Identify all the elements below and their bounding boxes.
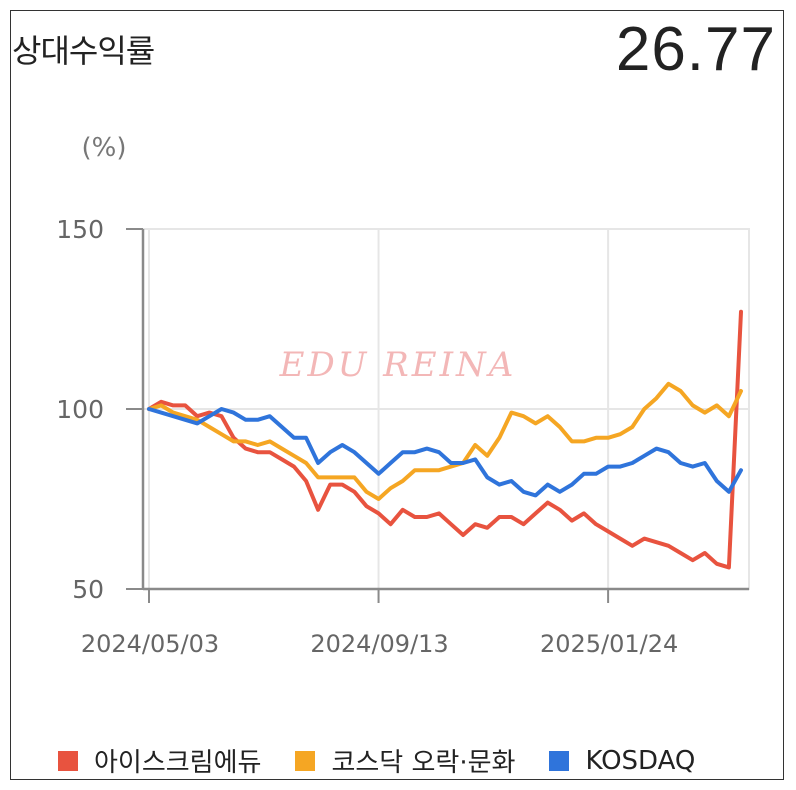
series-lines (147, 309, 743, 570)
series-line-1 (147, 309, 743, 570)
x-tick-label: 2024/05/03 (81, 630, 219, 658)
y-axis-unit-label: (%) (82, 133, 127, 163)
y-tick-label: 150 (56, 215, 104, 244)
legend-label: 아이스크림에듀 (94, 748, 262, 778)
return-value: 26.77 (615, 15, 776, 84)
series-line-2 (147, 381, 743, 501)
y-tick-label: 50 (72, 575, 104, 604)
watermark: EDU REINA (279, 345, 517, 385)
legend-item: 코스닥 오락·문화 (295, 742, 515, 779)
y-tick-label: 100 (56, 395, 104, 424)
legend-item: KOSDAQ (549, 746, 695, 776)
axes (126, 228, 749, 603)
legend: 아이스크림에듀 코스닥 오락·문화 KOSDAQ (58, 742, 729, 779)
series-line-3 (147, 407, 743, 498)
tick-labels: 150 100 50 2024/05/03 2024/09/13 2025/01/24 (56, 215, 678, 658)
grid (142, 228, 750, 590)
chart-frame (10, 10, 784, 780)
legend-swatch (295, 750, 316, 771)
legend-swatch (549, 750, 570, 771)
legend-swatch (58, 750, 78, 771)
legend-label: 코스닥 오락·문화 (331, 748, 516, 778)
legend-label: KOSDAQ (585, 745, 696, 776)
legend-item: 아이스크림에듀 (58, 742, 261, 779)
x-tick-label: 2025/01/24 (540, 630, 678, 658)
chart-title: 상대수익률 (12, 32, 155, 70)
x-tick-label: 2024/09/13 (310, 630, 448, 658)
